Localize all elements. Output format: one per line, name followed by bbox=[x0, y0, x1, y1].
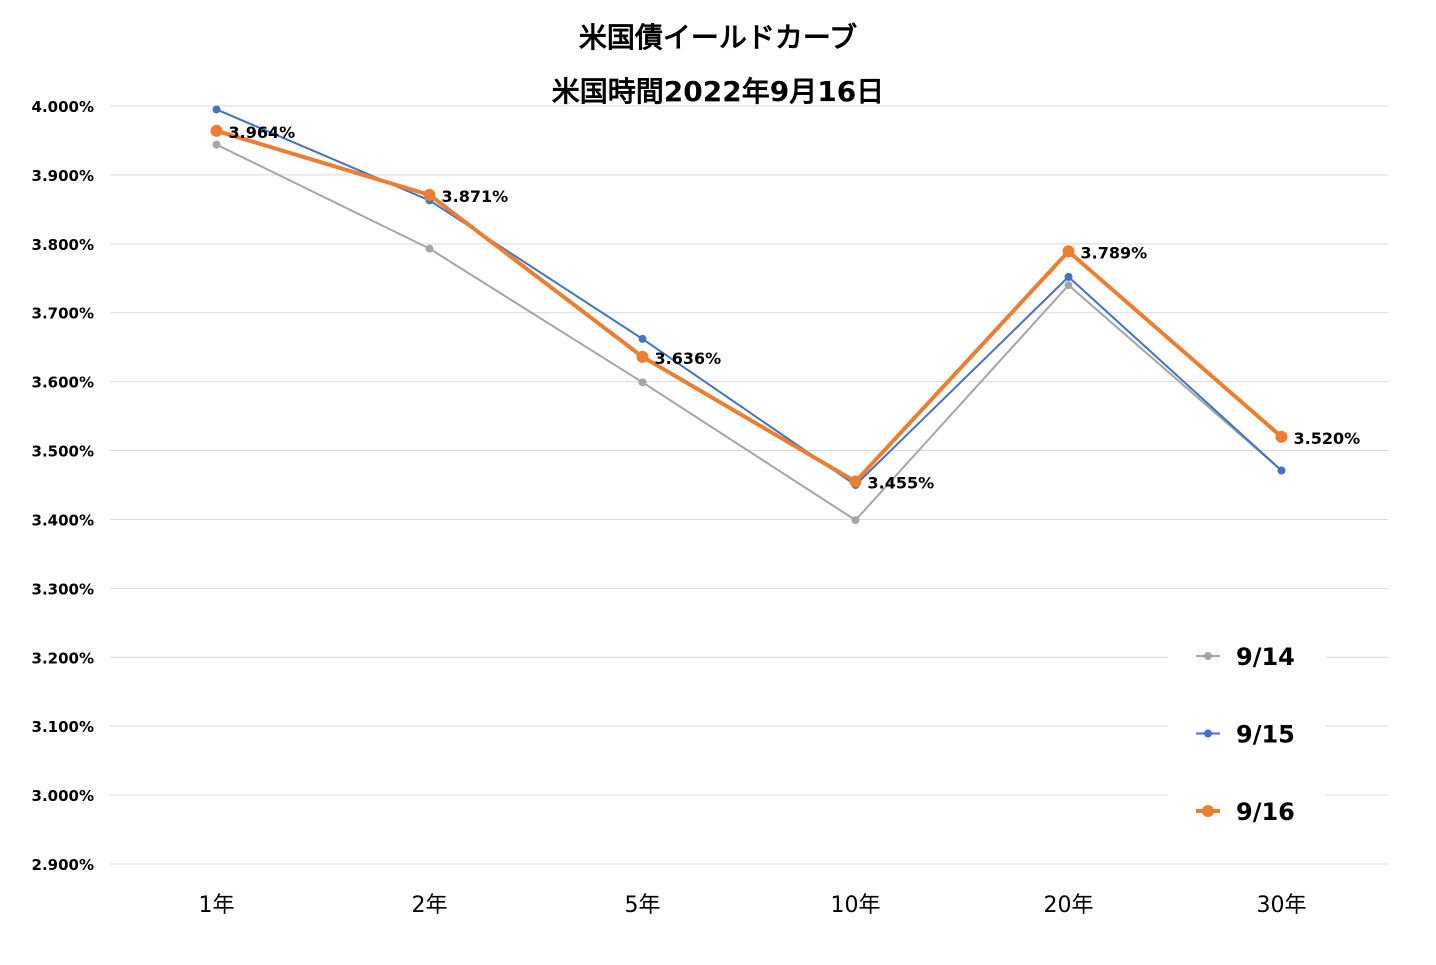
data-point bbox=[851, 516, 860, 525]
y-tick-label: 3.300% bbox=[32, 580, 94, 598]
y-tick-label: 3.800% bbox=[32, 236, 94, 254]
chart-title: 米国債イールドカーブ bbox=[578, 21, 858, 54]
data-label: 3.520% bbox=[1294, 429, 1361, 448]
legend-label: 9/14 bbox=[1236, 643, 1295, 671]
x-tick-label: 1年 bbox=[199, 893, 235, 918]
legend-label: 9/15 bbox=[1236, 721, 1295, 749]
legend-label: 9/16 bbox=[1236, 798, 1295, 826]
data-point bbox=[638, 334, 647, 343]
data-point bbox=[1062, 245, 1075, 258]
data-point bbox=[212, 105, 221, 114]
x-tick-label: 30年 bbox=[1257, 893, 1307, 918]
y-tick-label: 3.500% bbox=[32, 443, 94, 461]
y-tick-label: 3.400% bbox=[32, 511, 94, 529]
legend-marker bbox=[1204, 652, 1212, 660]
y-tick-label: 3.600% bbox=[32, 374, 94, 392]
data-point bbox=[425, 244, 434, 253]
y-tick-label: 3.700% bbox=[32, 305, 94, 323]
data-point bbox=[1277, 466, 1286, 475]
data-point bbox=[210, 124, 223, 137]
y-tick-label: 2.900% bbox=[32, 856, 94, 874]
y-tick-label: 4.000% bbox=[32, 98, 94, 116]
series-line-9-14 bbox=[216, 143, 1283, 522]
legend-marker bbox=[1204, 729, 1212, 738]
y-tick-label: 3.200% bbox=[32, 649, 94, 667]
data-point bbox=[636, 350, 649, 363]
series-line-9-16 bbox=[215, 128, 1283, 484]
data-point bbox=[849, 475, 862, 488]
y-tick-label: 3.000% bbox=[32, 787, 94, 805]
y-tick-label: 3.900% bbox=[32, 167, 94, 185]
data-label: 3.455% bbox=[868, 474, 935, 493]
data-point bbox=[212, 140, 221, 149]
data-label: 3.871% bbox=[442, 187, 509, 206]
chart-subtitle: 米国時間2022年9月16日 bbox=[551, 75, 885, 108]
x-tick-label: 5年 bbox=[625, 893, 661, 918]
data-point bbox=[638, 378, 647, 387]
data-label: 3.636% bbox=[655, 349, 722, 368]
legend-box bbox=[1168, 625, 1326, 800]
data-point bbox=[423, 188, 436, 201]
y-tick-label: 3.100% bbox=[32, 718, 94, 736]
data-point bbox=[1064, 281, 1073, 290]
legend-marker bbox=[1202, 805, 1214, 817]
data-label: 3.964% bbox=[229, 123, 296, 142]
x-tick-label: 20年 bbox=[1044, 893, 1094, 918]
data-point bbox=[1064, 272, 1073, 281]
x-tick-label: 2年 bbox=[412, 893, 448, 918]
data-label: 3.789% bbox=[1081, 243, 1148, 262]
x-tick-label: 10年 bbox=[831, 893, 881, 918]
data-point bbox=[1275, 430, 1288, 443]
